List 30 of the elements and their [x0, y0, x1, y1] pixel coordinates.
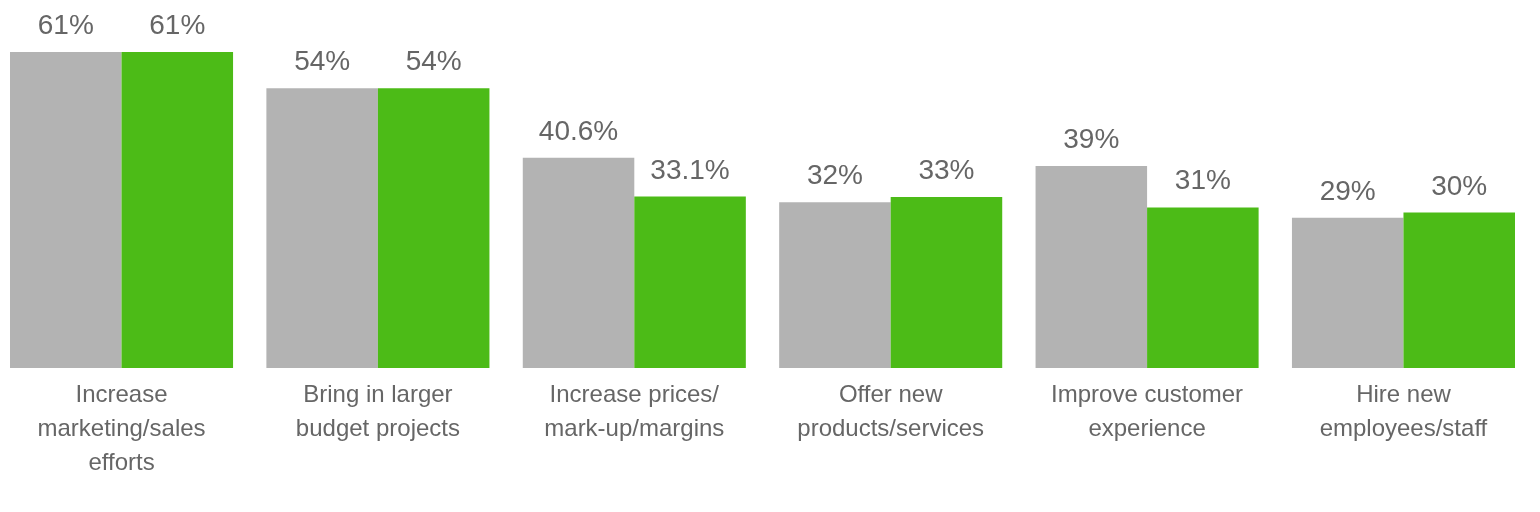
- x-tick-label: Bring in larger budget projects: [295, 379, 460, 441]
- bar: [266, 88, 378, 368]
- data-label: 61%: [37, 9, 94, 40]
- bar: [1291, 217, 1404, 368]
- data-label: 30%: [1431, 169, 1488, 201]
- x-tick-label: Increase prices/mark-up/margins: [544, 379, 725, 441]
- bar: [377, 88, 490, 368]
- data-label: 29%: [1319, 174, 1376, 206]
- data-label: 39%: [1063, 122, 1120, 154]
- bar: [10, 52, 122, 368]
- data-label: 31%: [1174, 164, 1231, 196]
- bar: [1403, 212, 1515, 368]
- data-label: 54%: [405, 45, 462, 77]
- bar: [634, 196, 746, 368]
- data-label: 33%: [918, 154, 975, 186]
- x-tick-label: Hire new employees/staff: [1319, 379, 1488, 441]
- data-label: 32%: [806, 159, 863, 191]
- data-label: 61%: [149, 9, 206, 40]
- bar: [890, 197, 1003, 368]
- x-tick-label: Offer new products/services: [797, 379, 985, 441]
- bar: [121, 52, 234, 368]
- data-label: 54%: [294, 45, 351, 77]
- bar: [779, 202, 891, 368]
- bar: [522, 157, 635, 368]
- bar: [1035, 165, 1148, 368]
- bar: [1147, 207, 1259, 368]
- data-label: 40.6%: [538, 114, 619, 146]
- x-tick-label: Improve customer experience: [1051, 379, 1244, 441]
- data-label: 33.1%: [650, 153, 730, 185]
- x-tick-label: Increase marketing/sales efforts: [37, 379, 206, 475]
